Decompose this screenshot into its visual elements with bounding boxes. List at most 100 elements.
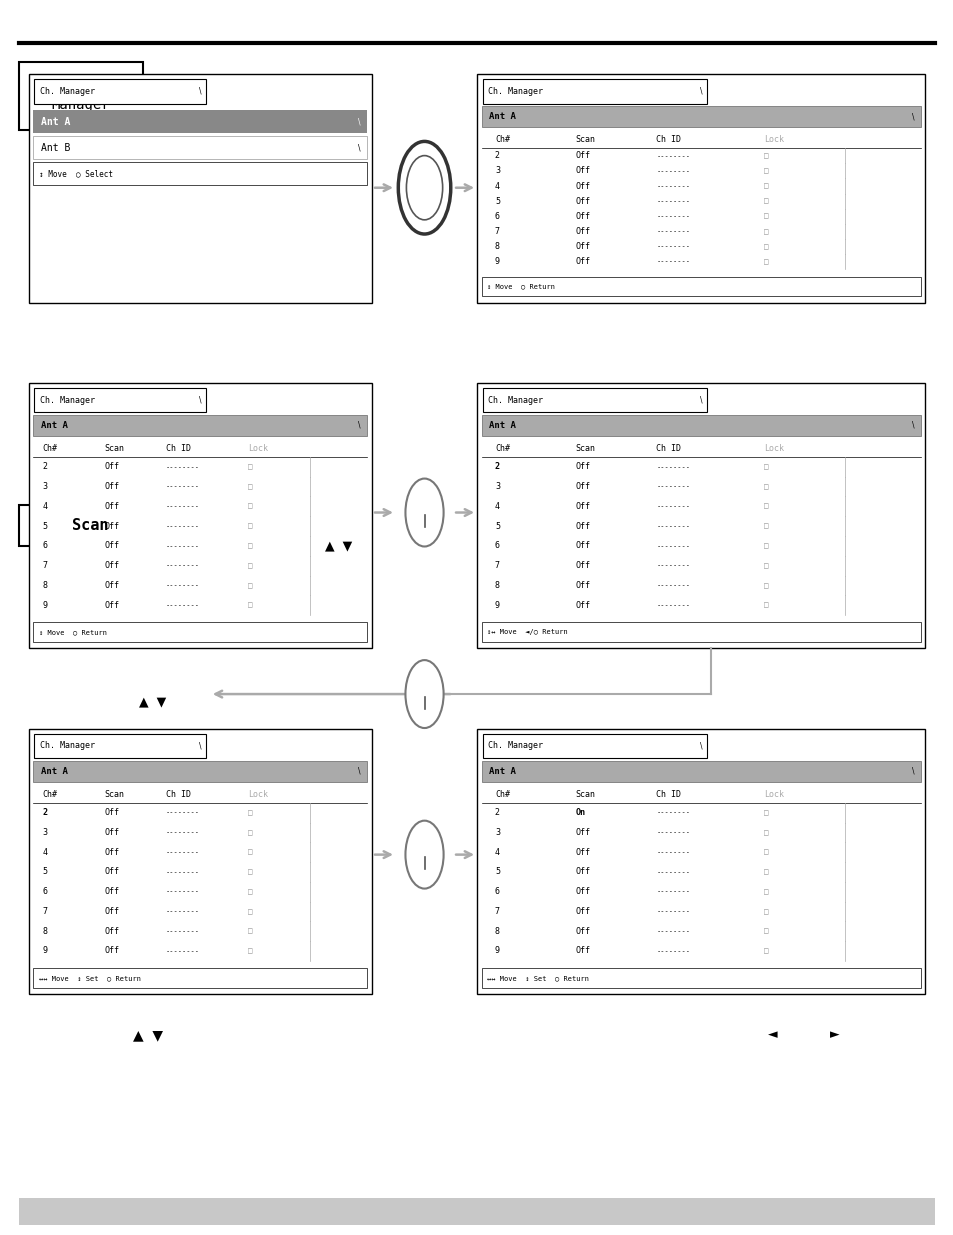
Text: □: □	[248, 561, 253, 571]
Text: \: \	[911, 421, 913, 430]
Text: □: □	[248, 600, 253, 610]
Text: Ant A: Ant A	[41, 116, 71, 127]
Text: 2: 2	[495, 462, 499, 472]
Bar	[34, 388, 206, 412]
Text: Ch. Manager: Ch. Manager	[40, 741, 95, 751]
Text: --------: --------	[656, 504, 690, 509]
Text: 7: 7	[42, 561, 48, 571]
Ellipse shape	[398, 142, 451, 235]
Text: □: □	[248, 887, 253, 897]
Text: Off: Off	[575, 847, 590, 857]
Text: --------: --------	[656, 464, 690, 469]
Text: Off: Off	[104, 561, 119, 571]
Text: Off: Off	[575, 227, 590, 236]
Text: 6: 6	[42, 887, 48, 897]
Text: Off: Off	[575, 182, 590, 190]
Bar	[33, 622, 367, 642]
Text: Ch#: Ch#	[42, 443, 57, 453]
Text: □: □	[763, 167, 768, 175]
Text: 8: 8	[42, 926, 48, 936]
Text: □: □	[763, 808, 768, 818]
Text: --------: --------	[656, 168, 690, 174]
Text: Off: Off	[104, 482, 119, 492]
Ellipse shape	[405, 479, 443, 547]
Text: □: □	[763, 501, 768, 511]
Text: Off: Off	[575, 151, 590, 161]
Text: 8: 8	[495, 926, 499, 936]
Text: □: □	[763, 541, 768, 551]
Text: □: □	[763, 600, 768, 610]
Text: □: □	[248, 462, 253, 472]
Text: Off: Off	[104, 926, 119, 936]
Text: Lock: Lock	[763, 135, 783, 144]
Text: 7: 7	[495, 561, 499, 571]
Bar	[481, 106, 920, 127]
Text: --------: --------	[166, 810, 200, 815]
Bar	[19, 62, 143, 130]
Text: \: \	[358, 421, 360, 430]
Text: 7: 7	[495, 227, 499, 236]
Text: --------: --------	[656, 153, 690, 159]
Text: Ch ID: Ch ID	[656, 443, 680, 453]
Text: □: □	[763, 482, 768, 492]
Text: --------: --------	[656, 869, 690, 874]
Text: □: □	[248, 501, 253, 511]
Text: Scan: Scan	[575, 789, 595, 799]
Text: On: On	[575, 808, 585, 818]
Text: 8: 8	[495, 242, 499, 251]
Bar	[476, 383, 924, 648]
Text: 4: 4	[495, 182, 499, 190]
Text: --------: --------	[166, 464, 200, 469]
Text: 5: 5	[495, 867, 499, 877]
Text: --------: --------	[656, 214, 690, 220]
Text: Off: Off	[104, 580, 119, 590]
Text: 6: 6	[495, 211, 499, 221]
Text: □: □	[763, 242, 768, 251]
Ellipse shape	[405, 661, 443, 729]
Text: □: □	[763, 926, 768, 936]
Text: Ch. Manager: Ch. Manager	[488, 741, 543, 751]
Text: --------: --------	[656, 909, 690, 914]
Text: ▲  ▼: ▲ ▼	[132, 1028, 163, 1042]
Text: Off: Off	[104, 462, 119, 472]
Text: 5: 5	[495, 196, 499, 206]
Text: □: □	[763, 196, 768, 206]
Text: --------: --------	[166, 909, 200, 914]
Text: --------: --------	[166, 484, 200, 489]
Text: □: □	[248, 926, 253, 936]
Text: --------: --------	[656, 524, 690, 529]
Text: 5: 5	[42, 867, 48, 877]
Text: Off: Off	[575, 827, 590, 837]
Text: □: □	[248, 847, 253, 857]
Text: Scan: Scan	[575, 135, 595, 144]
Text: \: \	[700, 86, 701, 96]
Text: Off: Off	[575, 462, 590, 472]
Text: --------: --------	[656, 583, 690, 588]
Text: □: □	[763, 887, 768, 897]
Bar	[476, 729, 924, 994]
Text: Off: Off	[104, 847, 119, 857]
Text: □: □	[763, 867, 768, 877]
Text: --------: --------	[656, 929, 690, 934]
Bar	[34, 734, 206, 758]
Text: Off: Off	[575, 600, 590, 610]
Text: Scan: Scan	[72, 517, 109, 534]
Text: 8: 8	[42, 580, 48, 590]
Text: 4: 4	[42, 847, 48, 857]
Bar	[29, 74, 372, 303]
Text: Off: Off	[575, 196, 590, 206]
Text: Off: Off	[575, 561, 590, 571]
Text: --------: --------	[656, 948, 690, 953]
Text: Lock: Lock	[248, 443, 268, 453]
Text: Ch. Manager: Ch. Manager	[488, 395, 543, 405]
Text: --------: --------	[656, 810, 690, 815]
Text: 6: 6	[42, 541, 48, 551]
Text: □: □	[763, 561, 768, 571]
Text: 9: 9	[42, 946, 48, 956]
Bar	[29, 729, 372, 994]
Text: --------: --------	[166, 583, 200, 588]
Text: Off: Off	[575, 242, 590, 251]
Text: ▲  ▼: ▲ ▼	[325, 540, 352, 552]
Text: Ant A: Ant A	[41, 767, 68, 776]
Text: --------: --------	[656, 603, 690, 608]
